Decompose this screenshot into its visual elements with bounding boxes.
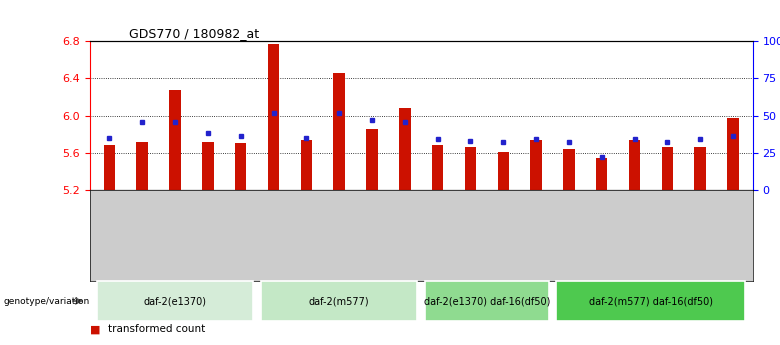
- Bar: [596, 158, 608, 190]
- Bar: [300, 140, 312, 190]
- Bar: [661, 147, 673, 190]
- Text: daf-2(e1370): daf-2(e1370): [144, 296, 207, 306]
- Text: GDS770 / 180982_at: GDS770 / 180982_at: [129, 27, 259, 40]
- Bar: [465, 147, 476, 190]
- Text: ■: ■: [90, 324, 100, 334]
- Bar: [498, 152, 509, 190]
- Bar: [563, 149, 575, 190]
- Text: transformed count: transformed count: [108, 324, 205, 334]
- Bar: [432, 145, 443, 190]
- Text: daf-2(e1370) daf-16(df50): daf-2(e1370) daf-16(df50): [424, 296, 550, 306]
- Bar: [333, 73, 345, 190]
- Bar: [530, 140, 542, 190]
- Bar: [727, 118, 739, 190]
- Bar: [268, 44, 279, 190]
- Bar: [136, 141, 148, 190]
- Bar: [694, 147, 706, 190]
- Bar: [104, 145, 115, 190]
- Bar: [367, 129, 378, 190]
- Text: daf-2(m577): daf-2(m577): [309, 296, 370, 306]
- Text: daf-2(m577) daf-16(df50): daf-2(m577) daf-16(df50): [589, 296, 713, 306]
- Bar: [629, 140, 640, 190]
- Bar: [202, 142, 214, 190]
- Bar: [399, 108, 410, 190]
- Text: genotype/variation: genotype/variation: [4, 296, 90, 306]
- Bar: [235, 144, 246, 190]
- Bar: [169, 90, 181, 190]
